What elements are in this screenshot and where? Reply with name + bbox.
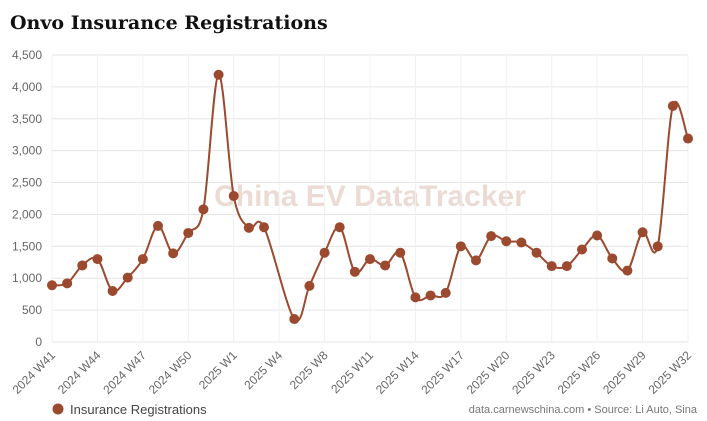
data-point (153, 220, 163, 231)
data-point (471, 255, 481, 266)
data-point (607, 253, 618, 264)
data-point (92, 254, 103, 265)
data-point (561, 261, 572, 272)
data-point (198, 204, 209, 215)
data-point (349, 266, 360, 277)
y-tick-label: 3,500 (12, 112, 42, 126)
data-point (213, 69, 224, 80)
y-tick-label: 0 (35, 335, 42, 349)
y-tick-label: 500 (22, 303, 42, 317)
data-point (577, 244, 587, 255)
x-tick-label: 2025 W14 (373, 348, 422, 397)
legend-label: Insurance Registrations (70, 402, 207, 417)
data-point (592, 230, 603, 241)
data-point (425, 290, 436, 301)
y-tick-label: 4,500 (12, 48, 42, 62)
x-tick-label: 2024 W47 (100, 348, 149, 397)
x-tick-label: 2025 W26 (555, 348, 604, 397)
data-point (228, 190, 239, 201)
data-point (183, 227, 194, 238)
data-point (622, 265, 633, 276)
data-point (455, 241, 466, 252)
x-tick-label: 2025 W11 (328, 348, 376, 396)
x-tick-label: 2025 W23 (509, 348, 558, 397)
source: data.carnewschina.com • Source: Li Auto,… (469, 404, 698, 416)
y-tick-label: 1,000 (12, 271, 42, 285)
data-point (77, 260, 88, 271)
data-point (62, 278, 73, 289)
data-point (546, 261, 557, 272)
data-point (683, 133, 693, 144)
data-point (531, 247, 542, 258)
x-tick-label: 2024 W50 (146, 348, 195, 397)
data-point (380, 260, 391, 271)
data-point (667, 101, 678, 112)
data-point (122, 272, 133, 283)
legend-marker (52, 403, 64, 415)
x-tick-label: 2025 W1 (196, 348, 240, 392)
data-point (410, 292, 421, 303)
data-point (395, 247, 406, 258)
data-point (47, 280, 57, 291)
y-tick-label: 2,000 (12, 207, 42, 221)
data-point (440, 287, 451, 298)
data-point (516, 237, 527, 248)
x-tick-label: 2025 W17 (418, 348, 467, 397)
data-point (652, 241, 663, 252)
x-tick-label: 2025 W32 (646, 348, 695, 397)
y-tick-label: 1,500 (12, 239, 42, 253)
x-tick-label: 2025 W4 (241, 348, 285, 392)
data-point (486, 231, 497, 242)
x-tick-label: 2025 W20 (464, 348, 513, 397)
data-point (365, 254, 375, 265)
x-tick-label: 2025 W8 (287, 348, 331, 392)
data-point (137, 254, 148, 265)
y-tick-label: 4,000 (12, 80, 42, 94)
data-point (501, 236, 512, 247)
data-point (107, 285, 118, 296)
chart-title: Onvo Insurance Registrations (10, 12, 328, 34)
x-tick-label: 2024 W41 (10, 348, 59, 397)
data-point (243, 222, 254, 233)
data-point (304, 280, 315, 291)
data-point (319, 247, 330, 258)
data-point (259, 222, 269, 233)
data-point (168, 248, 179, 259)
x-tick-label: 2024 W44 (55, 348, 104, 397)
data-point (637, 227, 648, 238)
x-tick-label: 2025 W29 (600, 348, 649, 397)
data-point (334, 222, 345, 233)
data-point (289, 314, 300, 325)
y-tick-label: 2,500 (12, 176, 42, 190)
y-tick-label: 3,000 (12, 144, 42, 158)
